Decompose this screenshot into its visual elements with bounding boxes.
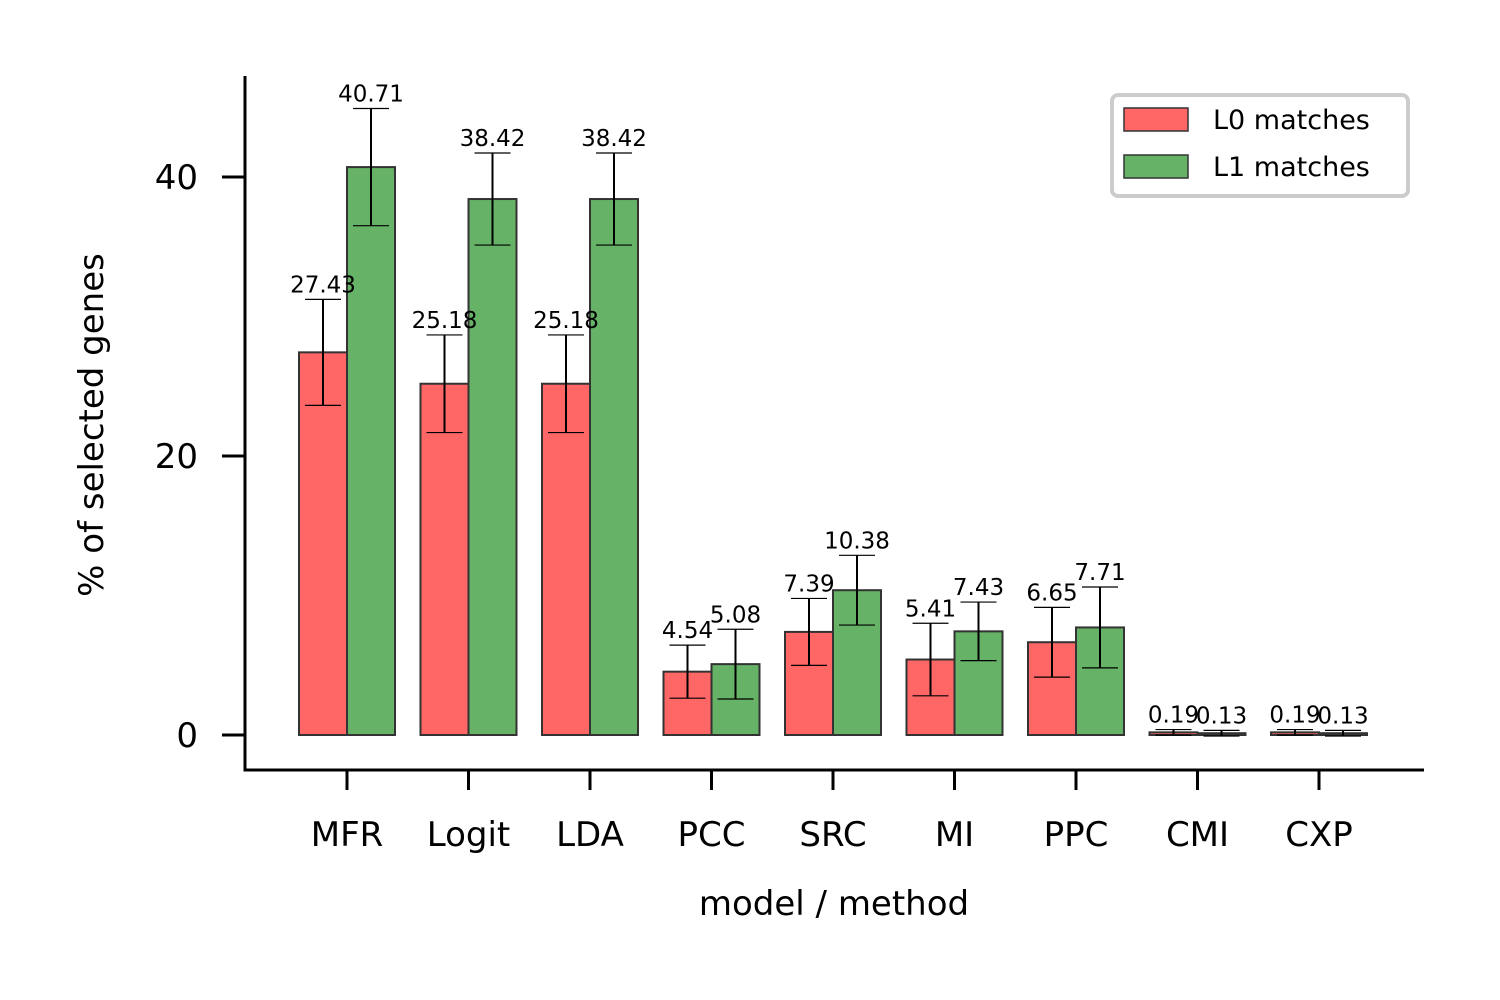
bar-l1-lda bbox=[589, 198, 639, 736]
error-bar-l1-lda bbox=[596, 152, 632, 246]
error-bar-l1-cmi bbox=[1203, 729, 1240, 737]
error-bar-l0-mfr bbox=[305, 298, 341, 406]
x-tick-label-lda: LDA bbox=[556, 815, 624, 855]
x-tick-label-ppc: PPC bbox=[1044, 815, 1109, 855]
data-label-l1-src: 10.38 bbox=[824, 528, 890, 554]
data-label-l0-src: 7.39 bbox=[783, 571, 834, 597]
data-label-l0-cxp: 0.19 bbox=[1269, 703, 1320, 729]
data-labels-layer: 27.43 25.18 25.18 4.54 7.39 5.41 6.65 0.19 0.19 4… bbox=[290, 82, 1369, 730]
x-tick-label-mi: MI bbox=[935, 815, 974, 855]
x-axis-title: model / method bbox=[699, 884, 969, 924]
error-bar-l0-mi bbox=[912, 622, 949, 697]
legend: L0 matches L1 matches bbox=[1110, 93, 1410, 198]
bar-l1-logit bbox=[467, 198, 518, 736]
bar-l1-mfr bbox=[346, 166, 396, 736]
bar-l0-lda bbox=[541, 382, 591, 736]
data-label-l0-logit: 25.18 bbox=[412, 308, 478, 334]
error-bar-l1-mi bbox=[960, 601, 997, 662]
error-bar-l1-cxp bbox=[1325, 729, 1361, 737]
data-label-l0-ppc: 6.65 bbox=[1026, 580, 1077, 606]
x-ticks-layer: MFR Logit LDA PCC SRC MI PPC CMI CXP bbox=[311, 770, 1353, 855]
data-label-l1-logit: 38.42 bbox=[460, 126, 526, 152]
error-bar-l1-logit bbox=[474, 152, 511, 246]
y-tick-label-20: 20 bbox=[155, 437, 198, 477]
data-label-l1-cxp: 0.13 bbox=[1317, 703, 1368, 729]
data-label-l0-mfr: 27.43 bbox=[290, 272, 356, 298]
legend-label-l1: L1 matches bbox=[1213, 152, 1370, 183]
y-ticks-layer: 0 20 40 bbox=[155, 158, 245, 756]
legend-swatch-l0 bbox=[1123, 107, 1189, 132]
data-label-l1-mi: 7.43 bbox=[953, 575, 1004, 601]
error-bar-l0-src bbox=[791, 597, 827, 666]
x-tick-label-cxp: CXP bbox=[1285, 815, 1353, 855]
data-label-l1-cmi: 0.13 bbox=[1196, 703, 1247, 729]
y-tick-label-0: 0 bbox=[176, 716, 198, 756]
legend-label-l0: L0 matches bbox=[1213, 105, 1370, 136]
error-bar-l0-cxp bbox=[1277, 728, 1313, 736]
data-label-l1-lda: 38.42 bbox=[581, 126, 647, 152]
error-bar-l0-ppc bbox=[1034, 606, 1070, 678]
error-bar-l1-mfr bbox=[353, 107, 389, 227]
error-bar-l0-cmi bbox=[1155, 728, 1192, 736]
x-tick-label-mfr: MFR bbox=[311, 815, 384, 855]
bar-l0-mfr bbox=[298, 351, 348, 736]
error-bar-l0-lda bbox=[548, 334, 584, 434]
data-label-l1-ppc: 7.71 bbox=[1074, 560, 1125, 586]
x-tick-label-cmi: CMI bbox=[1166, 815, 1229, 855]
x-tick-label-logit: Logit bbox=[427, 815, 511, 855]
data-label-l0-mi: 5.41 bbox=[905, 596, 956, 622]
data-label-l0-lda: 25.18 bbox=[533, 308, 599, 334]
data-label-l0-cmi: 0.19 bbox=[1148, 703, 1199, 729]
error-bar-l0-pcc bbox=[669, 644, 706, 699]
bars-layer bbox=[298, 166, 1368, 737]
error-bar-l1-ppc bbox=[1082, 586, 1118, 669]
error-bar-l0-logit bbox=[426, 334, 463, 434]
x-tick-label-src: SRC bbox=[799, 815, 866, 855]
error-bar-l1-pcc bbox=[717, 628, 754, 700]
legend-swatch-l1 bbox=[1123, 154, 1189, 179]
error-bar-l1-src bbox=[839, 554, 875, 626]
y-axis-title: % of selected genes bbox=[72, 253, 112, 597]
error-bars-layer bbox=[305, 107, 1361, 737]
data-label-l1-mfr: 40.71 bbox=[338, 82, 404, 108]
bar-l0-logit bbox=[419, 382, 470, 736]
data-label-l0-pcc: 4.54 bbox=[662, 618, 713, 644]
x-tick-label-pcc: PCC bbox=[678, 815, 746, 855]
y-tick-label-40: 40 bbox=[155, 158, 198, 198]
data-label-l1-pcc: 5.08 bbox=[710, 602, 761, 628]
